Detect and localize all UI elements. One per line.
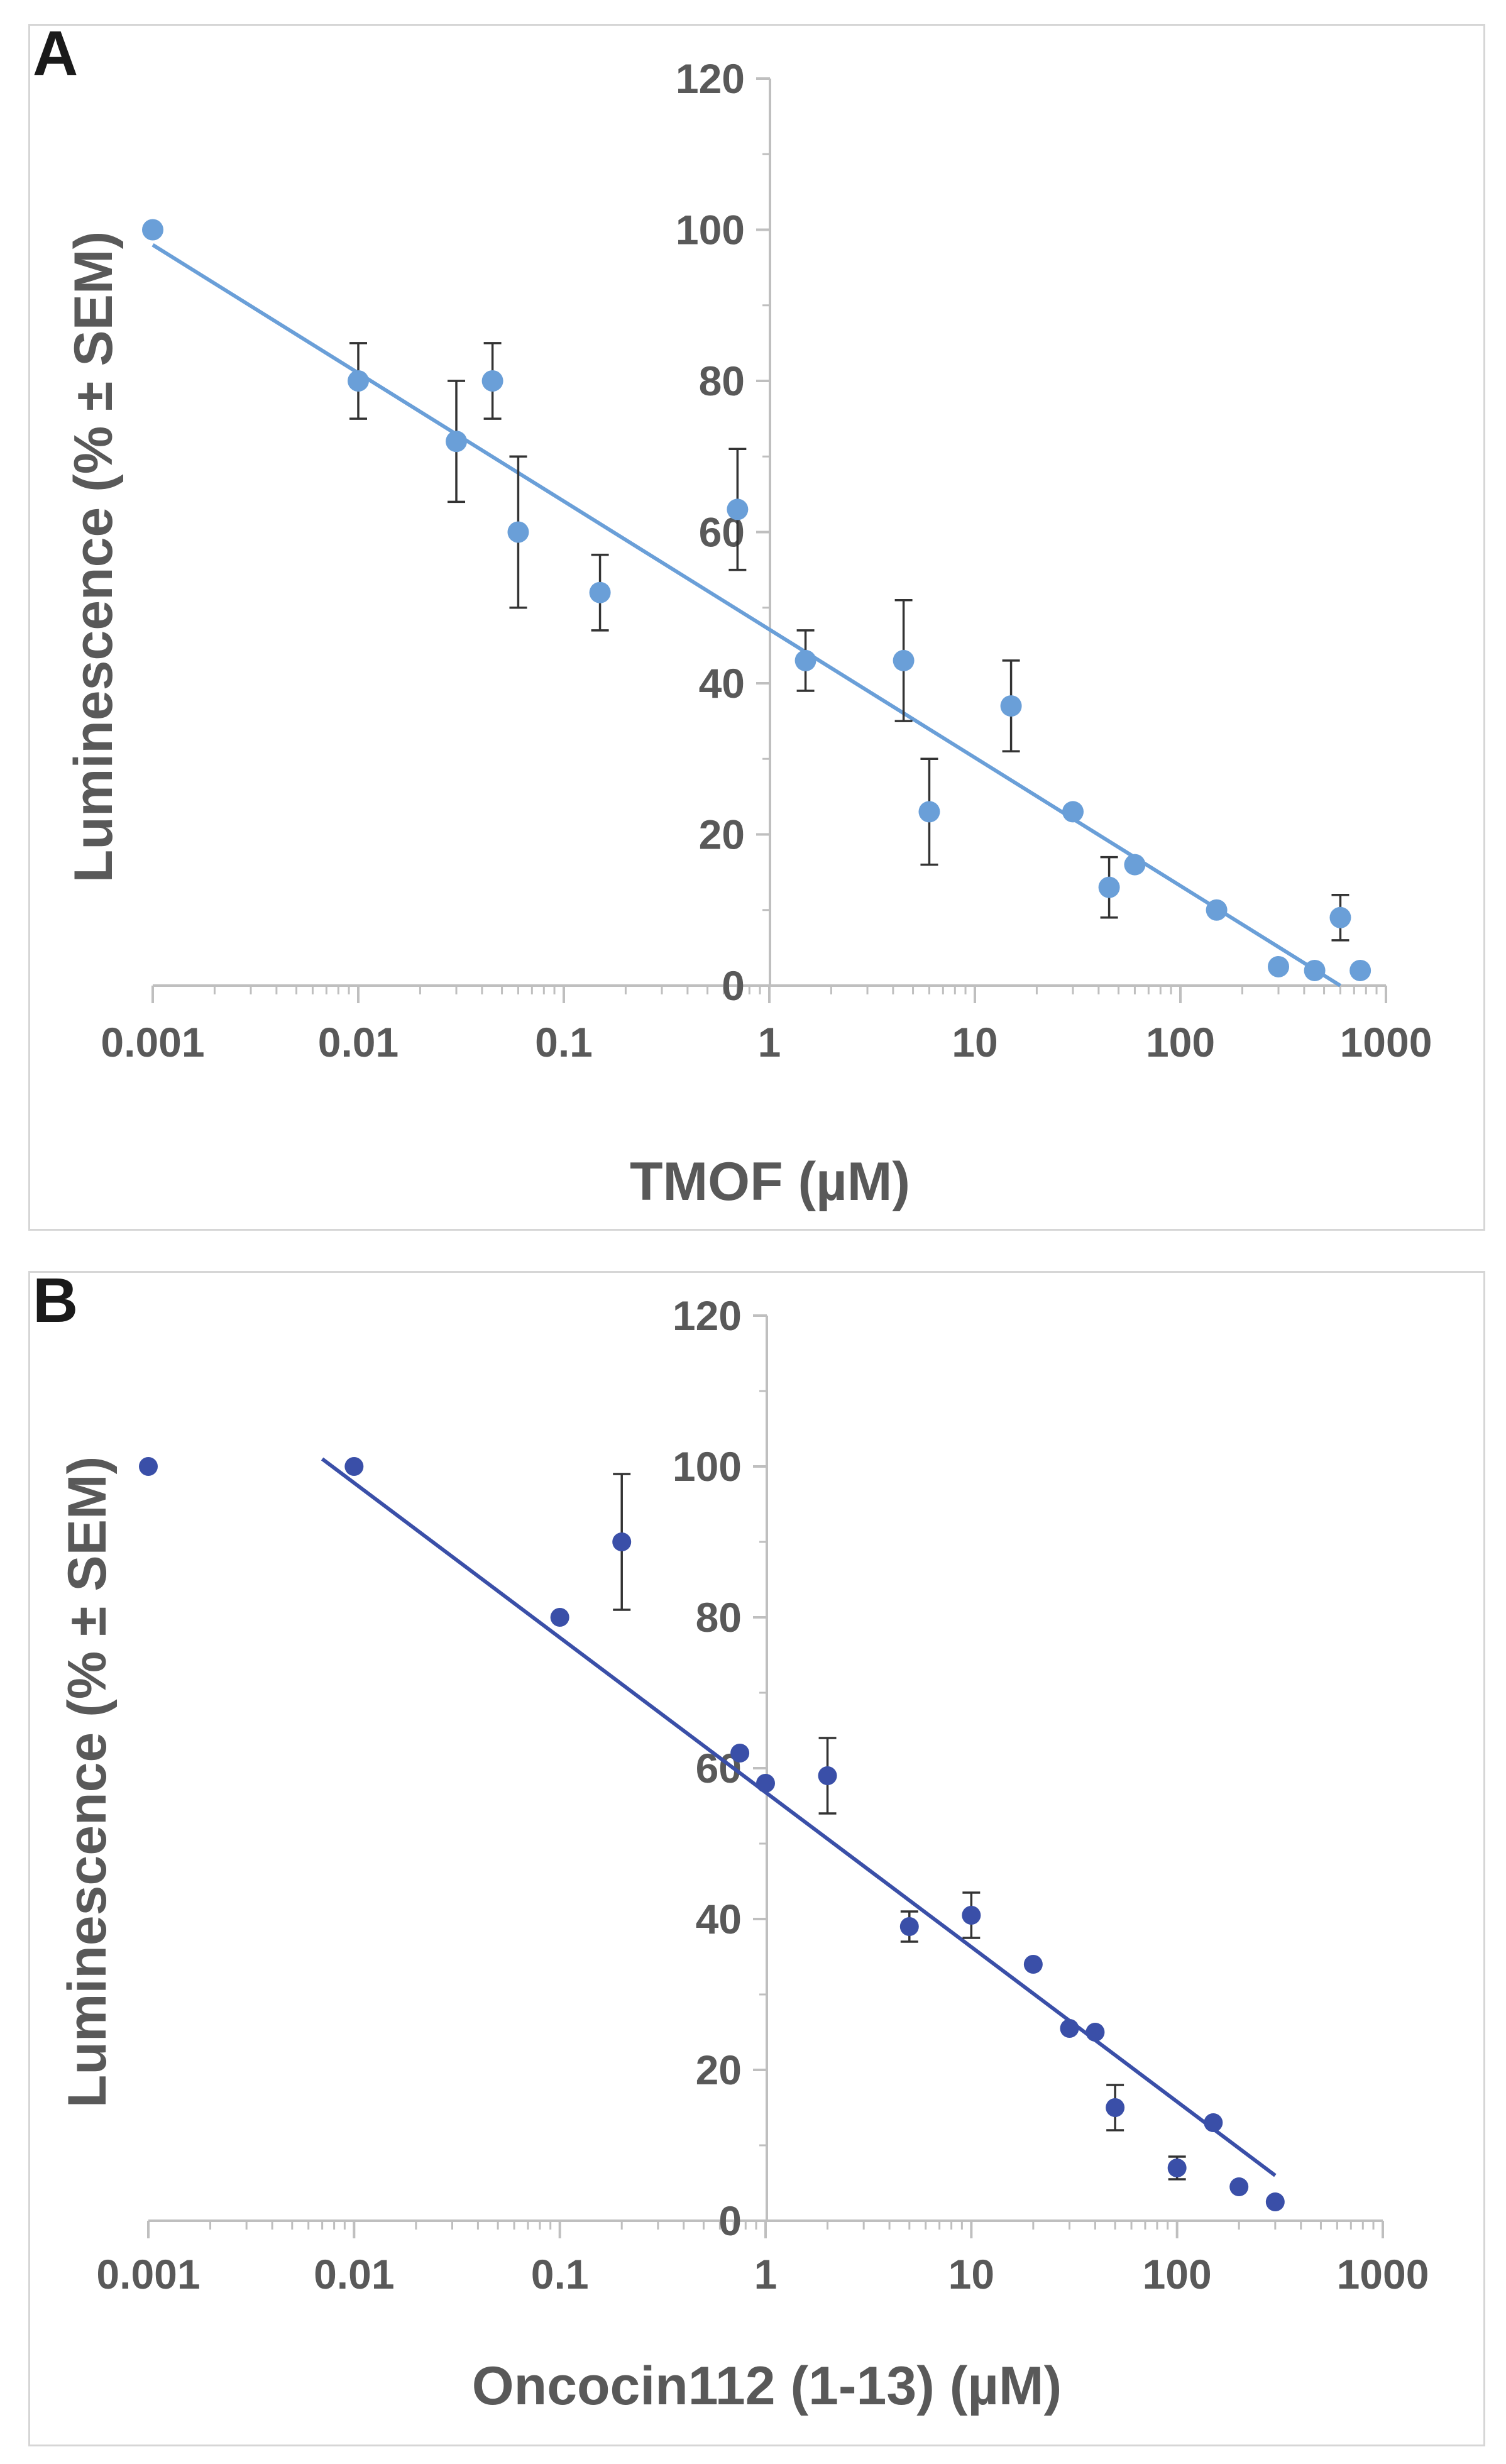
y-tick-label: 20: [696, 2047, 742, 2093]
x-tick-label: 100: [1143, 2251, 1212, 2297]
data-point: [1304, 959, 1326, 981]
data-point: [1265, 2192, 1285, 2211]
chart-b: 0.001 0.01 0.1 1 10 100 1000020406080100120Onc…: [57, 1292, 1429, 2416]
x-tick-label: 0.001: [96, 2251, 200, 2297]
x-tick-label: 1000: [1337, 2251, 1429, 2297]
data-point: [507, 521, 529, 543]
data-point: [481, 370, 503, 392]
data-point: [899, 1917, 919, 1936]
data-point: [1060, 2019, 1079, 2038]
x-tick-label: 0.1: [535, 1019, 593, 1065]
y-axis-title: Luminescence (% ± SEM): [63, 231, 124, 883]
trend-line: [151, 243, 1342, 987]
x-tick-label: 0.1: [531, 2251, 589, 2297]
x-tick-label: 1000: [1340, 1019, 1432, 1065]
x-tick-label: 1: [754, 2251, 778, 2297]
data-point: [1229, 2177, 1249, 2196]
data-point: [589, 581, 611, 603]
data-point: [1098, 876, 1120, 898]
data-point: [1000, 695, 1022, 717]
data-point: [612, 1532, 632, 1551]
x-axis-title: TMOF (µM): [630, 1152, 910, 1212]
panel-label-a: A: [33, 18, 79, 89]
data-point: [1167, 2159, 1187, 2177]
data-point: [794, 649, 816, 671]
data-point: [818, 1766, 837, 1785]
chart-panel-a: 0.001 0.01 0.1 1 10 100 1000 0 20 40 60 80 100 120 TMO…: [28, 24, 1485, 1231]
data-point: [139, 1457, 158, 1476]
y-tick-label: 40: [696, 1896, 742, 1942]
data-point: [142, 219, 163, 241]
data-point: [1106, 2098, 1125, 2117]
data-point: [1023, 1955, 1043, 1974]
x-tick-label: 100: [1146, 1019, 1215, 1065]
y-axis-title: Luminescence (% ± SEM): [57, 1456, 118, 2108]
y-tick-label: 20: [699, 811, 745, 858]
data-point: [962, 1906, 981, 1925]
y-tick-label: 100: [673, 1443, 742, 1490]
trend-line: [321, 1457, 1277, 2177]
data-point: [756, 1774, 775, 1793]
y-tick-label: 80: [696, 1594, 742, 1641]
y-tick-label: 0: [722, 962, 745, 1009]
y-tick-label: 120: [673, 1292, 742, 1339]
data-point: [1268, 955, 1290, 977]
panel-label-b: B: [33, 1265, 79, 1336]
y-tick-label: 80: [699, 358, 745, 404]
data-point: [1062, 801, 1084, 823]
data-point: [1349, 959, 1371, 981]
y-tick-label: 40: [699, 660, 745, 707]
x-tick-label: 10: [952, 1019, 998, 1065]
data-point: [1124, 854, 1146, 876]
x-tick-label: 0.001: [101, 1019, 204, 1065]
x-axis-title: Oncocin112 (1-13) (µM): [472, 2356, 1062, 2416]
chart-a: 0.001 0.01 0.1 1 10 100 1000020406080100120TMO…: [63, 55, 1432, 1212]
data-point: [348, 370, 369, 392]
data-point: [893, 649, 915, 671]
y-tick-label: 120: [676, 55, 745, 102]
x-tick-label: 0.01: [314, 2251, 394, 2297]
data-point: [1206, 899, 1228, 921]
data-point: [1329, 906, 1351, 928]
data-point: [727, 498, 749, 520]
data-point: [918, 801, 940, 823]
data-point: [550, 1608, 569, 1627]
data-point: [730, 1744, 750, 1763]
chart-panel-b: 0.001 0.01 0.1 1 10 100 1000 0 20 40 60 80 100 120 Onc…: [28, 1271, 1485, 2446]
y-tick-label: 100: [676, 207, 745, 253]
data-point: [1086, 2023, 1105, 2042]
x-tick-label: 1: [758, 1019, 781, 1065]
x-tick-label: 0.01: [318, 1019, 398, 1065]
x-tick-label: 10: [948, 2251, 994, 2297]
data-point: [446, 431, 468, 453]
y-tick-label: 0: [718, 2197, 742, 2244]
data-point: [344, 1457, 364, 1476]
data-point: [1204, 2113, 1223, 2132]
